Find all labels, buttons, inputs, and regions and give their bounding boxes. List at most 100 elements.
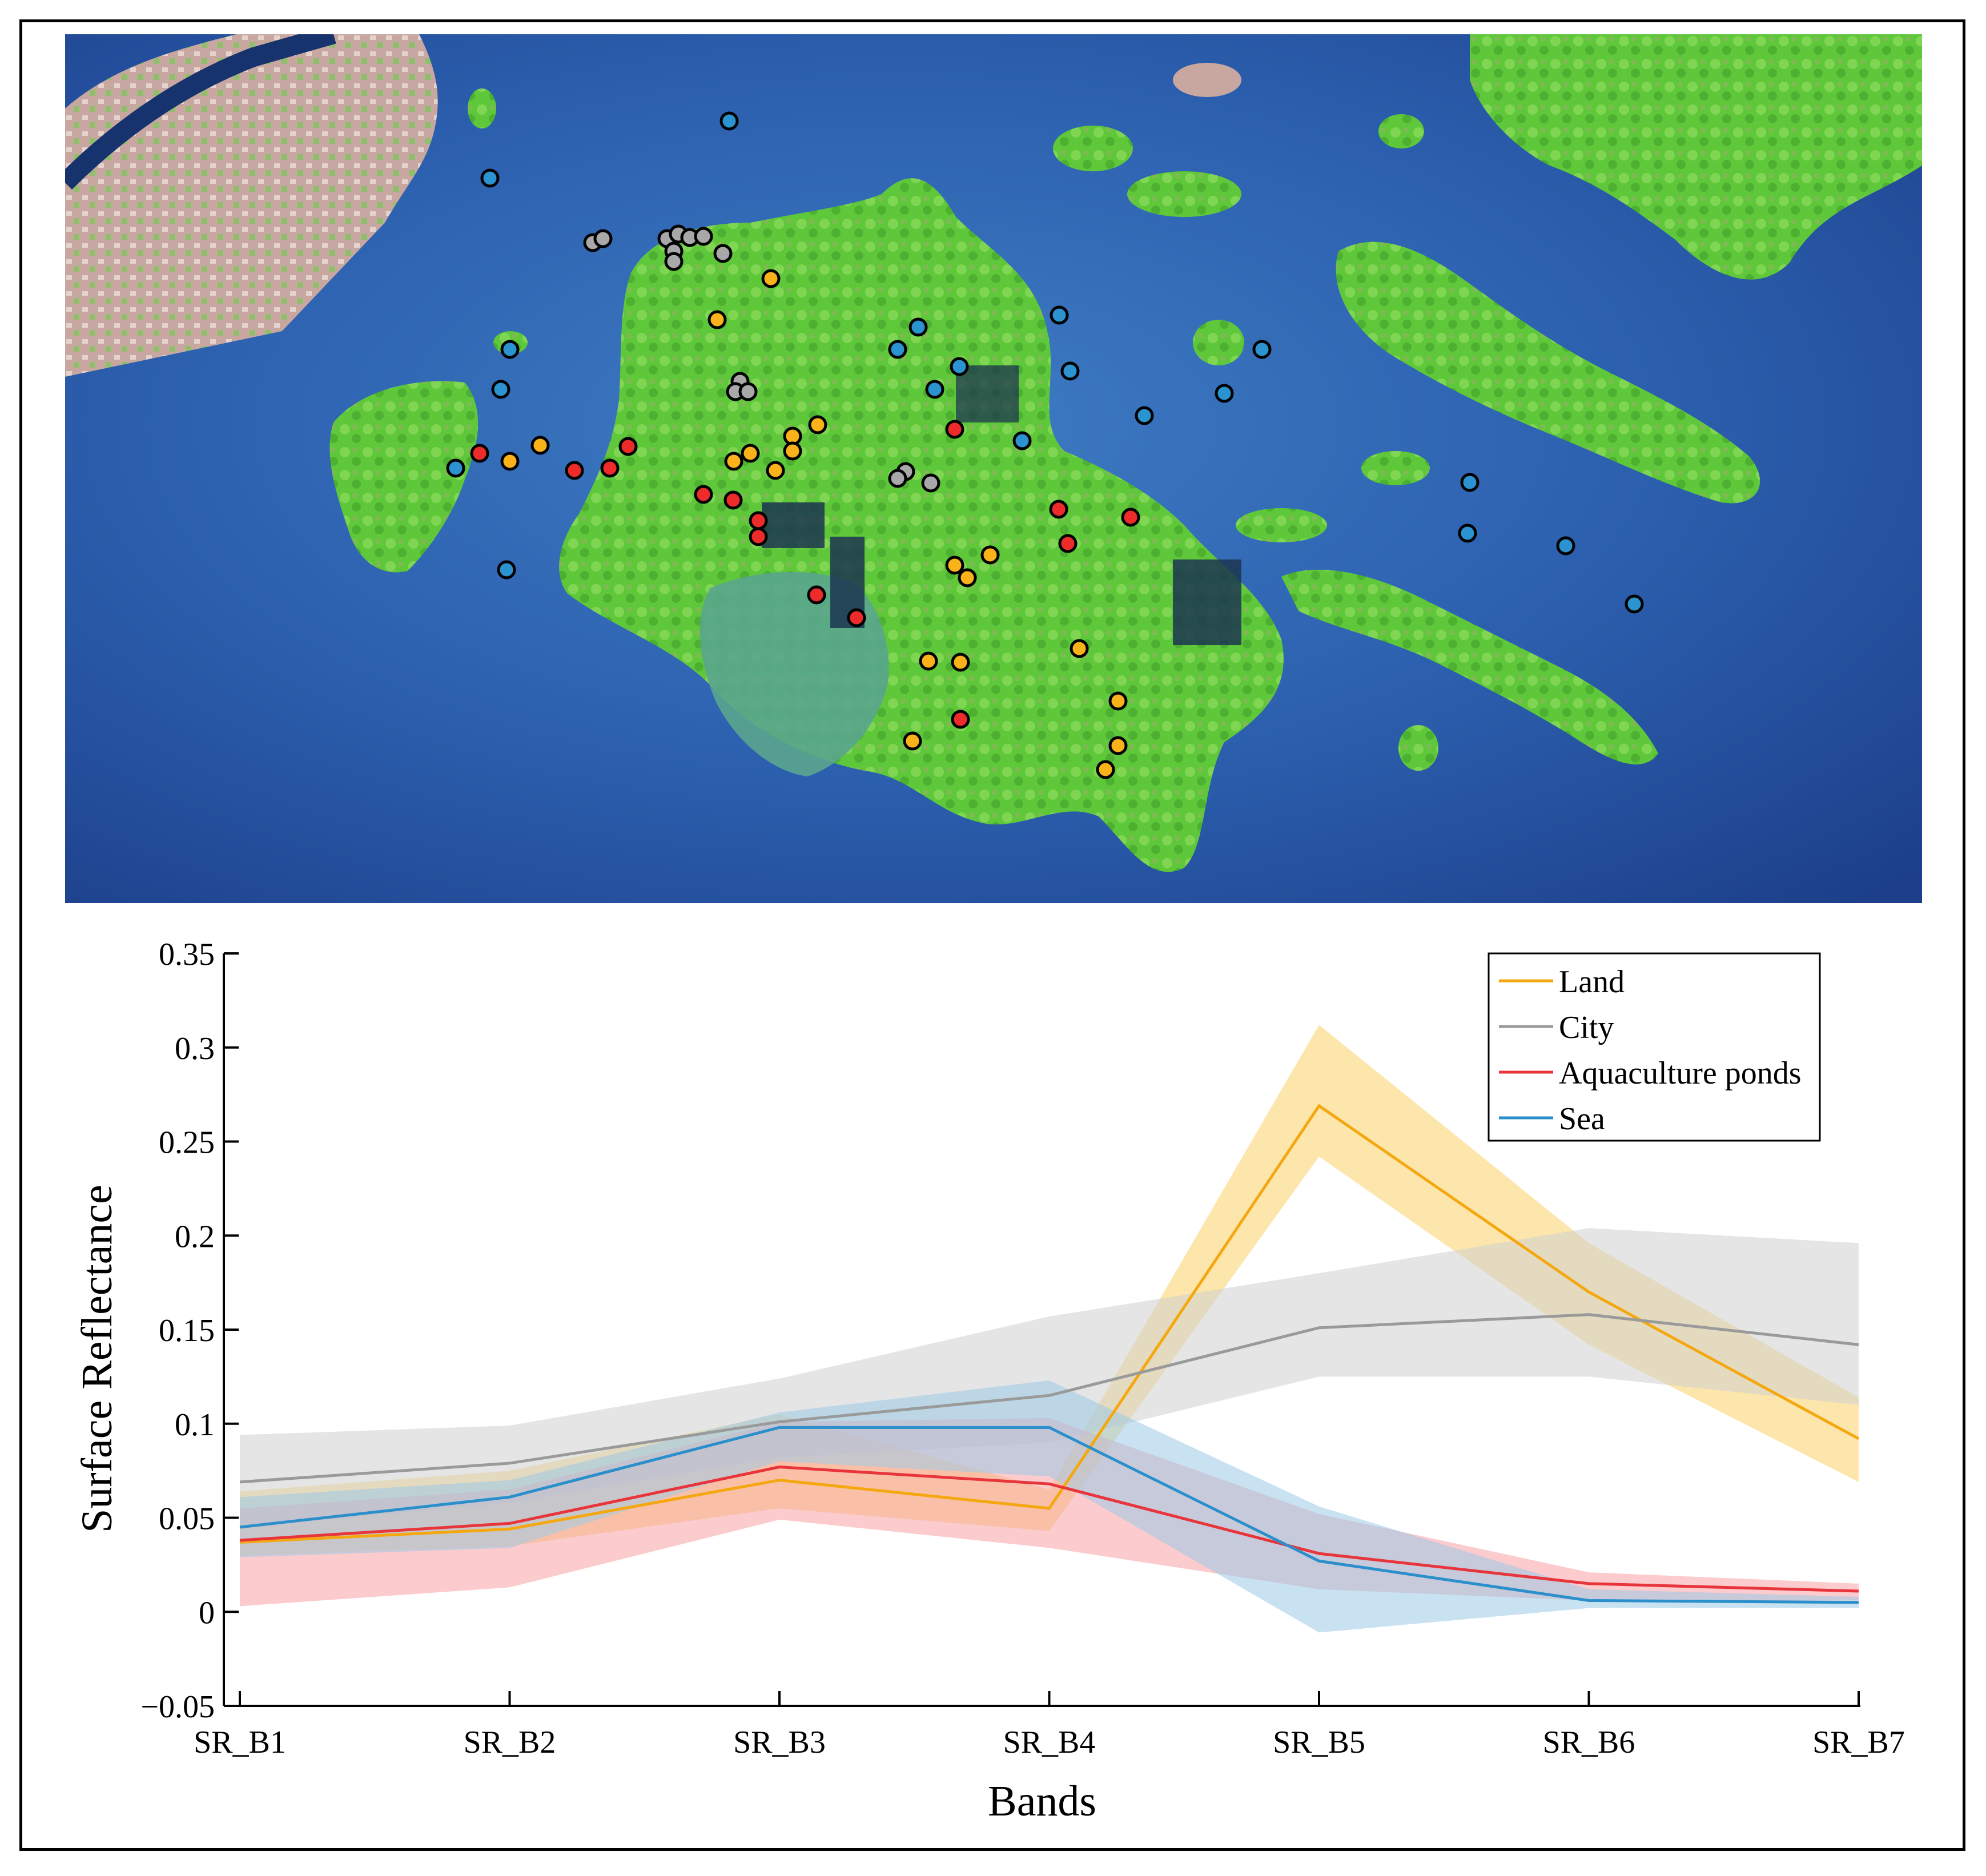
islet [1193, 320, 1244, 365]
sea-sample-marker [908, 317, 928, 337]
y-tick-label: 0.2 [175, 1219, 215, 1254]
islet [1127, 171, 1241, 217]
river-channel [65, 34, 336, 190]
sea-sample-marker [1135, 406, 1154, 425]
sample-markers [446, 111, 1644, 779]
pond-patch [1173, 559, 1241, 645]
aquaculture-sample-marker [1058, 534, 1078, 553]
aquaculture-sample-marker [618, 437, 638, 456]
y-tick-label: 0.05 [159, 1501, 215, 1537]
northeast-landmass [1470, 34, 1922, 280]
aquaculture-sample-marker [600, 458, 620, 478]
y-tick-label: 0.3 [175, 1031, 215, 1066]
y-ticks: −0.05 0 0.05 0.1 0.15 0.2 0.25 0.3 0.35 [140, 937, 239, 1725]
sea-line [239, 1426, 1859, 1604]
satellite-map-image [65, 34, 1922, 903]
urban-peninsula [65, 34, 438, 377]
land-sample-marker [1096, 760, 1115, 779]
x-tick-label: SR_B1 [194, 1725, 286, 1760]
islet [1378, 114, 1424, 148]
y-tick-label: −0.05 [140, 1689, 215, 1725]
aquaculture-sample-marker [1121, 508, 1140, 527]
x-ticks: SR_B1 SR_B2 SR_B3 SR_B4 SR_B5 SR_B6 SR_B7 [194, 1691, 1905, 1760]
sea-sample-marker [1625, 594, 1644, 614]
land-sample-marker [808, 415, 827, 434]
sea-sample-marker [888, 340, 907, 359]
sea-sample-marker [1458, 524, 1477, 543]
aquaculture-sample-marker [807, 585, 826, 605]
east-island [1336, 241, 1760, 504]
southeast-island [1281, 569, 1658, 764]
sea-sample-marker [500, 340, 520, 359]
aquaculture-sample-marker [749, 527, 768, 546]
land-line [239, 1104, 1860, 1544]
islet [1398, 725, 1438, 771]
sea-sample-marker [950, 357, 969, 376]
aquaculture-sample-marker [470, 444, 489, 463]
sea-sample-marker [1215, 384, 1234, 403]
land-sample-marker [945, 555, 964, 575]
land-sample-marker [761, 269, 781, 288]
legend: Land City Aquaculture ponds Sea [1488, 952, 1821, 1142]
aquaculture-sample-marker [694, 485, 713, 504]
legend-label: Sea [1559, 1101, 1605, 1137]
legend-label: Aquaculture ponds [1559, 1056, 1802, 1091]
series-lines [239, 1104, 1860, 1604]
west-island [329, 381, 479, 573]
city-sample-marker [713, 244, 733, 263]
sea-sample-marker [1060, 361, 1080, 381]
city-line [239, 1313, 1859, 1484]
y-tick-label: 0 [199, 1595, 215, 1631]
y-tick-label: 0.35 [159, 937, 215, 972]
land-sample-marker [919, 651, 938, 671]
city-sample-marker [888, 469, 907, 488]
islet [1053, 126, 1133, 171]
islet [1236, 508, 1327, 542]
x-tick-label: SR_B4 [1003, 1725, 1096, 1760]
islet [1173, 63, 1241, 97]
aquaculture-sample-marker [951, 710, 970, 729]
y-tick-label: 0.25 [159, 1125, 215, 1161]
land-sample-marker [1108, 736, 1128, 755]
legend-box [1488, 952, 1821, 1142]
land-sample-marker [724, 452, 743, 471]
aquaculture-sample-marker [945, 420, 964, 439]
y-axis-label: Surface Reflectance [73, 1185, 121, 1533]
land-sample-marker [707, 310, 727, 329]
land-sample-marker [903, 731, 922, 751]
sea-sample-marker [1460, 473, 1480, 492]
x-axis-label: Bands [988, 1777, 1096, 1825]
satellite-map [65, 34, 1922, 903]
aquaculture-sample-marker [1049, 500, 1068, 519]
land-sample-marker [500, 452, 520, 471]
legend-label: City [1559, 1010, 1614, 1045]
city-sample-marker [664, 252, 684, 271]
y-tick-label: 0.15 [159, 1313, 215, 1348]
sea-sample-marker [480, 168, 500, 188]
land-sample-marker [951, 653, 970, 672]
aquaculture-sample-marker [749, 511, 768, 530]
islet [468, 88, 496, 128]
sea-sample-marker [719, 111, 739, 131]
land-sample-marker [783, 441, 802, 461]
x-tick-label: SR_B3 [733, 1725, 826, 1760]
islet [1361, 451, 1430, 485]
land-sample-marker [1108, 691, 1128, 711]
sea-sample-marker [1012, 431, 1032, 450]
aquaculture-sample-marker [723, 490, 743, 510]
city-sample-marker [593, 229, 613, 248]
city-sample-marker [694, 227, 713, 246]
x-tick-label: SR_B6 [1543, 1725, 1635, 1760]
land-sample-marker [530, 436, 550, 455]
sea-sample-marker [497, 560, 516, 579]
x-tick-label: SR_B5 [1273, 1725, 1365, 1760]
land-band [240, 1025, 1859, 1556]
city-sample-marker [738, 382, 758, 401]
x-tick-label: SR_B2 [464, 1725, 556, 1760]
x-tick-label: SR_B7 [1812, 1725, 1905, 1760]
sea-sample-marker [446, 458, 465, 478]
pond-patch [762, 502, 825, 548]
sea-sample-marker [1050, 305, 1069, 325]
sea-sample-marker [1252, 340, 1272, 359]
legend-label: Land [1559, 964, 1625, 1000]
